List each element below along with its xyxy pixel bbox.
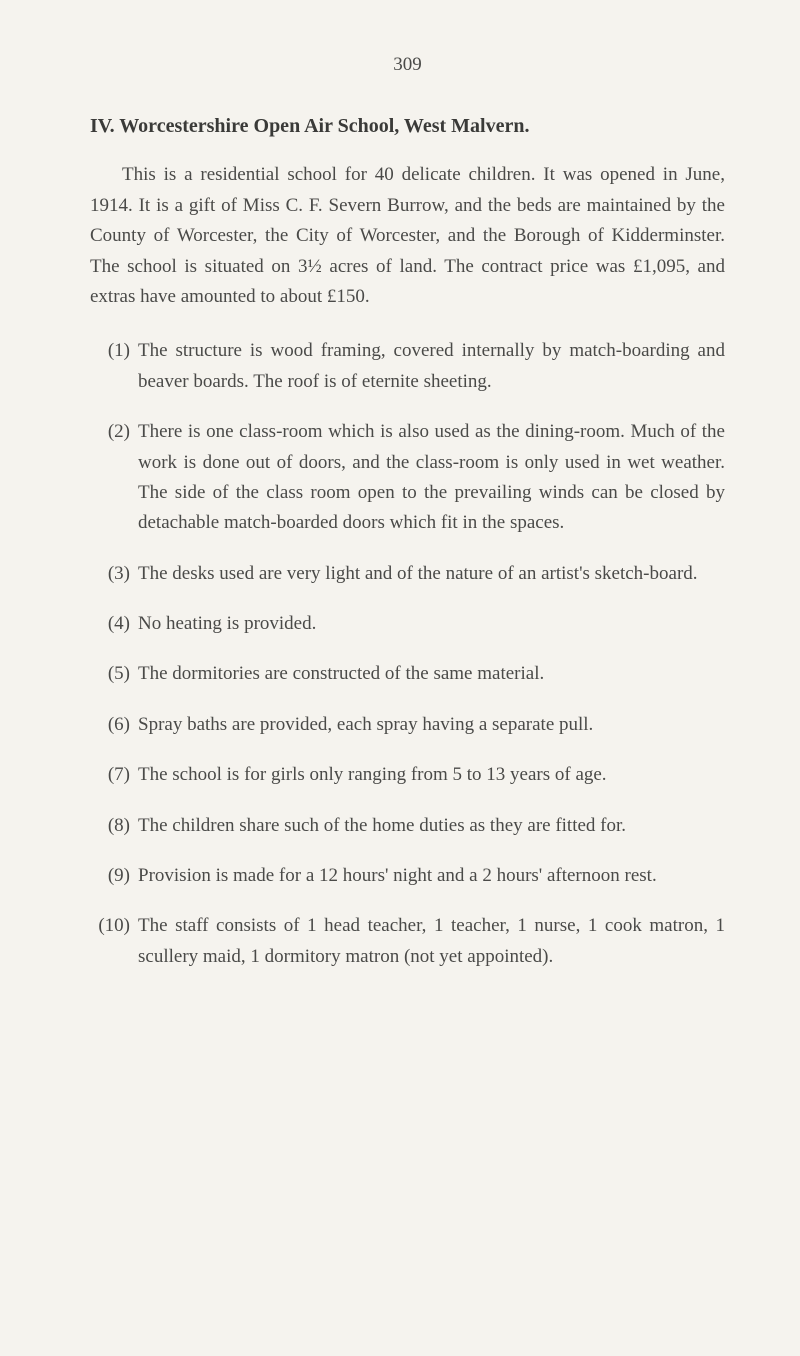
- list-number: (10): [90, 911, 138, 972]
- list-number: (7): [90, 760, 138, 790]
- list-content: The staff consists of 1 head teacher, 1 …: [138, 911, 725, 972]
- list-number: (3): [90, 559, 138, 589]
- section-heading: IV. Worcestershire Open Air School, West…: [90, 110, 725, 142]
- list-content: Provision is made for a 12 hours' night …: [138, 861, 725, 891]
- list-number: (9): [90, 861, 138, 891]
- list-item: (1) The structure is wood framing, cover…: [90, 336, 725, 397]
- list-item: (2) There is one class-room which is als…: [90, 417, 725, 539]
- list-item: (8) The children share such of the home …: [90, 811, 725, 841]
- list-item: (7) The school is for girls only ranging…: [90, 760, 725, 790]
- list-item: (10) The staff consists of 1 head teache…: [90, 911, 725, 972]
- intro-paragraph: This is a residential school for 40 deli…: [90, 160, 725, 312]
- list-number: (6): [90, 710, 138, 740]
- list-content: Spray baths are provided, each spray hav…: [138, 710, 725, 740]
- list-number: (1): [90, 336, 138, 397]
- list-content: The children share such of the home duti…: [138, 811, 725, 841]
- list-number: (8): [90, 811, 138, 841]
- list-content: The desks used are very light and of the…: [138, 559, 725, 589]
- list-item: (4) No heating is provided.: [90, 609, 725, 639]
- list-content: There is one class-room which is also us…: [138, 417, 725, 539]
- list-item: (3) The desks used are very light and of…: [90, 559, 725, 589]
- list-content: The school is for girls only ranging fro…: [138, 760, 725, 790]
- list-content: The structure is wood framing, covered i…: [138, 336, 725, 397]
- list-content: No heating is provided.: [138, 609, 725, 639]
- page-number: 309: [90, 50, 725, 80]
- list-number: (5): [90, 659, 138, 689]
- list-number: (2): [90, 417, 138, 539]
- list-number: (4): [90, 609, 138, 639]
- list-item: (9) Provision is made for a 12 hours' ni…: [90, 861, 725, 891]
- list-item: (5) The dormitories are constructed of t…: [90, 659, 725, 689]
- list-content: The dormitories are constructed of the s…: [138, 659, 725, 689]
- list-item: (6) Spray baths are provided, each spray…: [90, 710, 725, 740]
